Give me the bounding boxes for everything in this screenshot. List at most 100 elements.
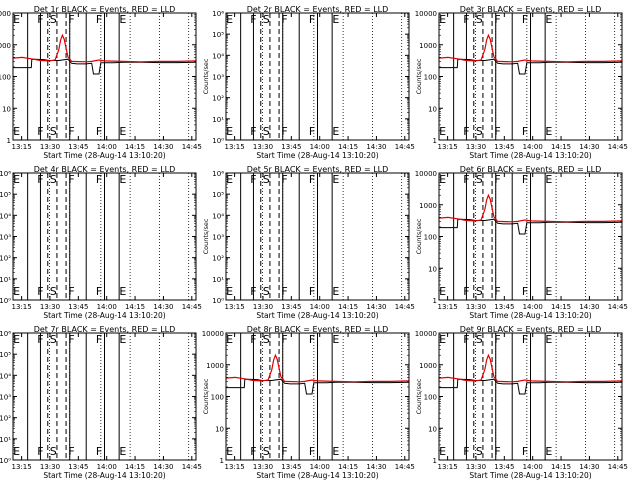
interval-marker-top: F	[522, 333, 528, 346]
y-tick-label: 1000	[0, 42, 11, 50]
x-axis-label: Start Time (28-Aug-14 13:10:20)	[43, 151, 165, 160]
y-tick-label: 1	[220, 457, 224, 465]
interval-marker-bottom: S	[476, 125, 483, 138]
x-tick-label: 13:15	[12, 463, 32, 471]
x-tick-label: 14:15	[551, 303, 571, 311]
lld-series-line	[438, 353, 623, 383]
interval-marker-top: F	[96, 13, 102, 26]
y-tick-label: 10²	[0, 255, 11, 263]
panel-title: Det 6r BLACK = Events, RED = LLD	[460, 165, 602, 174]
interval-marker-top: F	[309, 333, 315, 346]
interval-marker-bottom: F	[96, 285, 102, 298]
y-tick-label: 10⁴	[0, 212, 11, 220]
x-tick-label: 14:00	[310, 463, 330, 471]
x-tick-label: 13:30	[466, 143, 486, 151]
interval-marker-top: E	[226, 13, 233, 26]
interval-marker-top: S	[263, 333, 270, 346]
y-tick-label: 1	[433, 297, 437, 305]
interval-marker-top: E	[119, 173, 126, 186]
y-tick-label: 10²	[212, 95, 224, 103]
interval-marker-top: F	[463, 13, 469, 26]
interval-marker-top: F	[281, 13, 287, 26]
y-tick-label: 1	[7, 137, 11, 145]
interval-marker-top: E	[545, 13, 552, 26]
y-tick-label: 10⁴	[212, 52, 224, 60]
x-tick-label: 14:45	[608, 143, 628, 151]
x-tick-label: 14:00	[97, 463, 117, 471]
panel-title: Det 9r BLACK = Events, RED = LLD	[460, 325, 602, 334]
interval-marker-bottom: S	[263, 445, 270, 458]
y-tick-label: 1000	[419, 202, 437, 210]
interval-marker-top: F	[522, 173, 528, 186]
y-tick-label: 10¹	[0, 436, 11, 444]
interval-marker-top: F	[309, 13, 315, 26]
x-tick-label: 13:45	[281, 463, 301, 471]
y-tick-label: 100	[424, 74, 437, 82]
x-tick-label: 13:15	[225, 463, 245, 471]
interval-marker-bottom: F	[522, 125, 528, 138]
interval-marker-bottom: S	[50, 445, 57, 458]
x-tick-label: 13:45	[68, 143, 88, 151]
interval-marker-top: F	[463, 333, 469, 346]
interval-marker-top: F	[463, 173, 469, 186]
interval-marker-top: E	[332, 13, 339, 26]
x-tick-label: 14:15	[338, 143, 358, 151]
y-tick-label: 10³	[0, 394, 11, 402]
y-tick-label: 10¹	[212, 116, 224, 124]
x-tick-label: 14:00	[97, 143, 117, 151]
interval-marker-bottom: F	[96, 125, 102, 138]
y-tick-label: 10	[215, 425, 224, 433]
interval-marker-top: F	[309, 173, 315, 186]
y-tick-label: 10²	[0, 415, 11, 423]
panel-title: Det 3r BLACK = Events, RED = LLD	[460, 5, 602, 14]
x-tick-label: 14:45	[395, 303, 415, 311]
y-tick-label: 10	[428, 265, 437, 273]
interval-marker-top: E	[13, 173, 20, 186]
x-tick-label: 14:15	[125, 463, 145, 471]
x-tick-label: 13:15	[12, 303, 32, 311]
interval-marker-bottom: F	[68, 445, 74, 458]
x-tick-label: 14:30	[366, 143, 386, 151]
interval-marker-bottom: S	[50, 125, 57, 138]
x-tick-label: 14:30	[579, 143, 599, 151]
interval-marker-top: F	[281, 333, 287, 346]
y-tick-label: 100	[424, 394, 437, 402]
y-axis-label: Counts/sec	[202, 218, 210, 254]
interval-marker-bottom: E	[439, 125, 446, 138]
interval-marker-bottom: E	[13, 445, 20, 458]
interval-marker-top: E	[439, 333, 446, 346]
x-tick-label: 14:00	[310, 143, 330, 151]
x-tick-label: 13:15	[438, 143, 458, 151]
interval-marker-bottom: F	[96, 445, 102, 458]
interval-marker-top: S	[476, 13, 483, 26]
x-tick-label: 14:00	[523, 463, 543, 471]
x-tick-label: 13:45	[281, 143, 301, 151]
interval-marker-top: E	[439, 173, 446, 186]
x-axis-label: Start Time (28-Aug-14 13:10:20)	[256, 311, 378, 320]
lld-series-line	[12, 33, 197, 63]
interval-marker-bottom: F	[250, 285, 256, 298]
y-tick-label: 10⁰	[0, 297, 11, 305]
y-tick-label: 10	[428, 105, 437, 113]
x-tick-label: 13:30	[40, 143, 60, 151]
interval-marker-bottom: E	[545, 125, 552, 138]
x-tick-label: 14:00	[523, 143, 543, 151]
x-tick-label: 14:45	[395, 463, 415, 471]
y-tick-label: 10⁵	[212, 191, 224, 199]
x-tick-label: 14:45	[608, 303, 628, 311]
detector-panel: 1 10 100 1000 10000 13:15 13:30 13:45 14:00 14:15…	[415, 325, 628, 480]
panel-title: Det 5r BLACK = Events, RED = LLD	[247, 165, 389, 174]
y-axis-label: Counts/sec	[202, 58, 210, 94]
interval-marker-top: E	[119, 333, 126, 346]
interval-marker-bottom: S	[476, 445, 483, 458]
y-tick-label: 10000	[415, 330, 437, 338]
interval-marker-bottom: E	[439, 285, 446, 298]
y-tick-label: 10000	[202, 330, 224, 338]
y-tick-label: 10³	[212, 234, 224, 242]
y-tick-label: 10000	[415, 10, 437, 18]
interval-marker-bottom: F	[309, 445, 315, 458]
x-tick-label: 13:30	[253, 463, 273, 471]
detector-panel: 10⁰ 10¹ 10² 10³ 10⁴ 10⁵ 10⁶ 13:15 13:30 13:45 14:0…	[0, 325, 202, 480]
detector-panel: 1 10 100 1000 10000 13:15 13:30 13:45 14:00 14:15…	[202, 325, 415, 480]
interval-marker-bottom: E	[119, 445, 126, 458]
